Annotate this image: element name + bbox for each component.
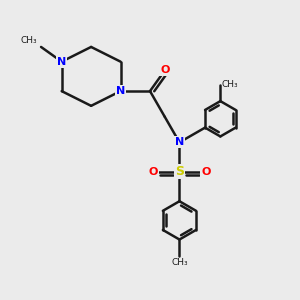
Text: N: N xyxy=(116,86,125,96)
Text: S: S xyxy=(175,165,184,178)
Text: CH₃: CH₃ xyxy=(171,258,188,267)
Text: O: O xyxy=(160,65,169,76)
Text: O: O xyxy=(148,167,158,177)
Text: N: N xyxy=(175,137,184,147)
Text: CH₃: CH₃ xyxy=(222,80,238,89)
Text: CH₃: CH₃ xyxy=(20,36,37,45)
Text: N: N xyxy=(57,57,66,67)
Text: O: O xyxy=(201,167,211,177)
